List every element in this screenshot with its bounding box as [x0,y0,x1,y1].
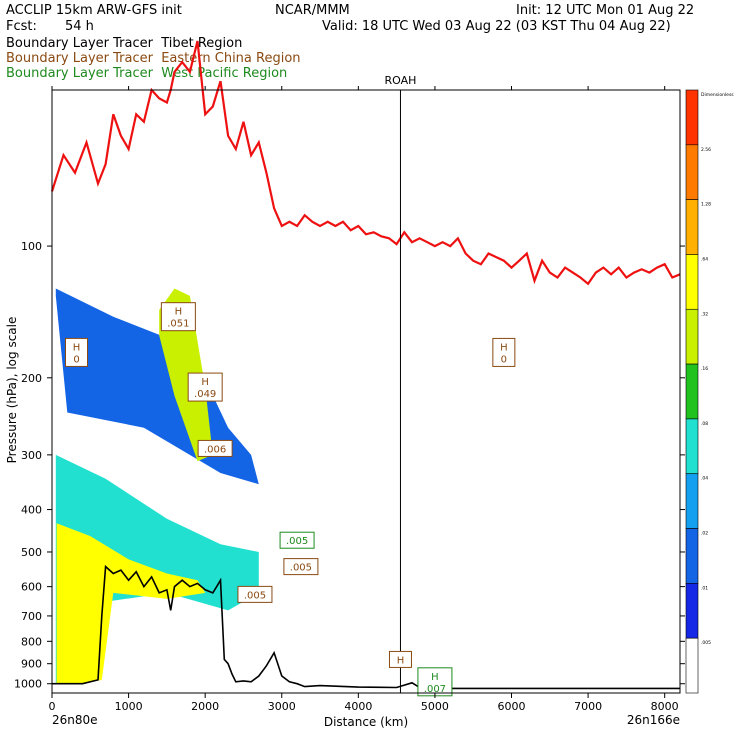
legend-tibet: Boundary Layer Tracer Tibet Region [6,36,243,51]
annotation-box: H0 [65,337,89,367]
annotation-box: .006 [197,439,233,457]
init-time: Init: 12 UTC Mon 01 Aug 22 [516,3,695,18]
tracer-fill-tibet-lower-core [56,523,206,684]
x-tick-label: 0 [49,700,56,713]
tropopause-line [50,40,681,286]
y-tick-label: 500 [21,546,42,559]
x-tick-label: 8000 [651,700,679,713]
x-tick-label: 6000 [498,700,526,713]
x-tick-label: 2000 [191,700,219,713]
annotation-text: .051 [167,319,189,330]
colorbar-swatch [685,637,699,694]
x-axis-label: Distance (km) [324,715,408,729]
colorbar-label: .01 [701,585,708,591]
colorbar-swatch [685,473,699,529]
annotation-text: .005 [286,536,308,547]
org-label: NCAR/MMM [275,3,350,18]
annotation-box: .005 [237,585,273,603]
colorbar-label: .005 [701,640,711,646]
colorbar-swatch [685,528,699,584]
colorbar-label: 1.28 [701,202,711,208]
colorbar-label: .64 [701,256,708,262]
tracer-fill-tibet-upper-core [159,288,213,462]
colorbar-label: .32 [701,311,708,317]
y-tick-label: 600 [21,581,42,594]
annotation-box: H.051 [160,302,196,332]
tracer-fill-tibet-lower-tongue [55,454,259,684]
x-tick-label: 3000 [268,700,296,713]
annotation-text: H [431,672,439,683]
terrain-line [52,564,680,690]
legend-west-pacific: Boundary Layer Tracer West Pacific Regio… [6,66,288,81]
colorbar-swatch [685,254,699,310]
annotation-text: .005 [290,563,312,574]
colorbar-label: Dimensionless [701,92,734,98]
annotation-text: .006 [204,444,226,455]
colorbar-label: .04 [701,476,708,482]
annotation-box: H.007 [417,667,453,697]
annotation-text: .005 [244,590,266,601]
annotation-box: H [388,650,412,668]
colorbar-label: 2.56 [701,147,711,153]
annotation-text: H [73,342,81,353]
station-label: ROAH [385,74,417,87]
colorbar-swatch [685,583,699,639]
annotation-box: .005 [279,531,315,549]
annotation-box: .005 [283,558,319,576]
y-tick-label: 800 [21,635,42,648]
right-endpoint: 26n166e [627,713,680,727]
fcst-label: Fcst: [6,19,37,34]
annotation-text: .049 [194,389,216,400]
y-axis-label: Pressure (hPa), log scale [5,317,19,464]
colorbar-swatch [685,144,699,200]
y-tick-label: 300 [21,449,42,462]
colorbar-swatch [685,363,699,420]
annotation-text: H [500,342,508,353]
colorbar-swatch [685,418,699,475]
y-tick-label: 200 [21,372,42,385]
colorbar-swatch [685,199,699,255]
annotation-text: H [397,655,405,666]
x-tick-label: 5000 [421,700,449,713]
annotation-text: H [201,377,209,388]
y-tick-label: 900 [21,658,42,671]
x-tick-label: 7000 [574,700,602,713]
annotation-text: 0 [73,354,79,365]
y-tick-label: 100 [21,240,42,253]
annotation-text: H [175,307,183,318]
annotation-text: 0 [501,354,507,365]
y-tick-label: 400 [21,504,42,517]
colorbar-swatch [685,89,699,146]
y-tick-label: 1000 [14,678,42,691]
y-tick-label: 700 [21,610,42,623]
colorbar-label: .16 [701,366,708,372]
annotation-text: .007 [424,684,446,695]
colorbar-label: .02 [701,531,708,537]
fcst-value: 54 h [65,19,94,34]
valid-time: Valid: 18 UTC Wed 03 Aug 22 (03 KST Thu … [322,19,671,34]
x-tick-label: 1000 [115,700,143,713]
annotation-box: H0 [492,337,516,367]
colorbar-label: .08 [701,421,708,427]
annotation-box: H.049 [187,372,223,402]
x-tick-label: 4000 [344,700,372,713]
colorbar-swatch [685,308,699,365]
left-endpoint: 26n80e [52,713,98,727]
model-title: ACCLIP 15km ARW-GFS init [6,3,182,18]
plot-frame [51,89,681,694]
